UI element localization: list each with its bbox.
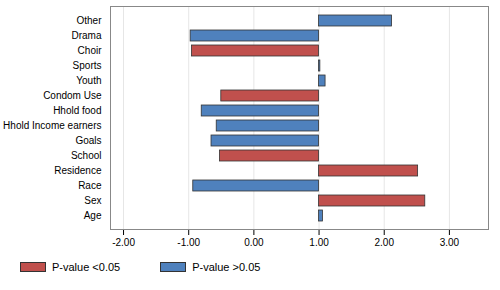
svg-text:Youth: Youth <box>76 75 101 86</box>
svg-text:Hhold Income earners: Hhold Income earners <box>3 120 101 131</box>
svg-text:Goals: Goals <box>75 135 101 146</box>
svg-text:1.00: 1.00 <box>309 237 329 248</box>
svg-text:Hhold food: Hhold food <box>53 105 101 116</box>
svg-text:-1.00: -1.00 <box>177 237 200 248</box>
svg-text:School: School <box>71 150 102 161</box>
svg-text:Race: Race <box>78 180 102 191</box>
svg-text:Choir: Choir <box>78 45 103 56</box>
svg-text:Residence: Residence <box>54 165 102 176</box>
svg-text:3.00: 3.00 <box>440 237 460 248</box>
html-text:P-value <0.05: P-value <0.05 <box>52 261 121 273</box>
html-text:P-value >0.05: P-value >0.05 <box>192 261 261 273</box>
svg-text:2.00: 2.00 <box>374 237 394 248</box>
svg-text:Condom Use: Condom Use <box>43 90 102 101</box>
svg-text:-2.00: -2.00 <box>112 237 135 248</box>
svg-text:Other: Other <box>76 15 102 26</box>
svg-text:Sex: Sex <box>84 195 101 206</box>
svg-text:Age: Age <box>84 210 102 221</box>
svg-text:Sports: Sports <box>73 60 102 71</box>
svg-text:Drama: Drama <box>71 30 101 41</box>
svg-text:0.00: 0.00 <box>244 237 264 248</box>
